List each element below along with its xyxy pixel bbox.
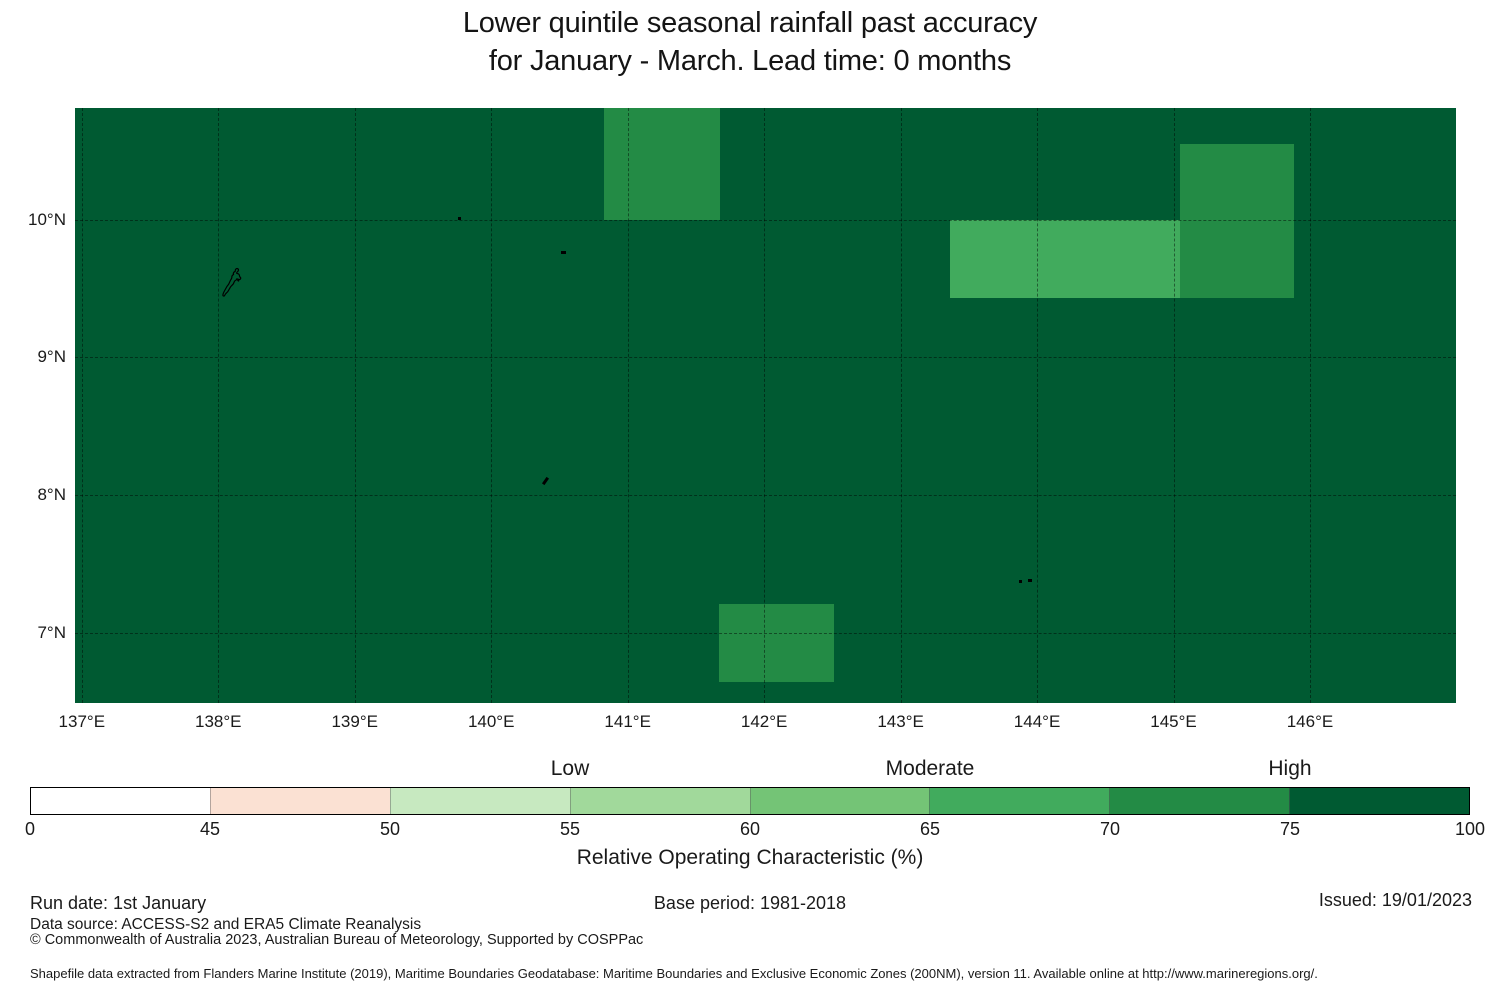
base-period-text: Base period: 1981-2018 <box>653 893 847 913</box>
colorbar-tick-label: 100 <box>1454 819 1486 839</box>
colorbar-tick-label: 70 <box>1099 819 1121 839</box>
colorbar-tick-label: 75 <box>1279 819 1301 839</box>
roc-region-70-75 <box>719 603 834 683</box>
meridian-gridline <box>1173 108 1175 703</box>
colorbar-segment-70-75 <box>1109 788 1290 814</box>
parallel-gridline <box>75 357 1456 359</box>
meridian-gridline <box>1037 108 1039 703</box>
parallel-gridline <box>75 632 1456 634</box>
colorbar <box>30 787 1470 815</box>
colorbar-tick-label: 60 <box>739 819 761 839</box>
islet-north-1-island <box>458 216 462 220</box>
roc-region-65-70 <box>949 219 1181 299</box>
roc-region-70-75 <box>604 108 721 220</box>
colorbar-axis-label: Relative Operating Characteristic (%) <box>576 846 924 869</box>
x-tick-label: 140°E <box>467 712 515 731</box>
chart-title: Lower quintile seasonal rainfall past ac… <box>0 4 1500 80</box>
run-date-text: Run date: 1st January <box>30 893 207 913</box>
meridian-gridline <box>354 108 356 703</box>
colorbar-segment-65-70 <box>929 788 1110 814</box>
y-tick-label: 10°N <box>28 209 66 229</box>
islet-south-1-island <box>1019 580 1023 584</box>
meridian-gridline <box>1309 108 1311 703</box>
x-tick-label: 137°E <box>58 712 106 731</box>
x-tick-label: 146°E <box>1286 712 1334 731</box>
y-tick-label: 8°N <box>37 485 66 505</box>
chart-title-line-2: for January - March. Lead time: 0 months <box>488 45 1012 77</box>
colorbar-segment-45-50 <box>209 788 390 814</box>
map-panel <box>75 108 1456 703</box>
parallel-gridline <box>75 219 1456 221</box>
roc-region-70-75 <box>1180 143 1294 299</box>
copyright-text: © Commonwealth of Australia 2023, Austra… <box>30 932 644 948</box>
shapefile-note-text: Shapefile data extracted from Flanders M… <box>30 966 1318 981</box>
issued-date-text: Issued: 19/01/2023 <box>1318 890 1472 910</box>
colorbar-segment-75-100 <box>1289 788 1469 814</box>
meridian-gridline <box>764 108 766 703</box>
colorbar-segment-0-45 <box>31 788 210 814</box>
colorbar-tick-label: 65 <box>919 819 941 839</box>
x-tick-label: 145°E <box>1150 712 1197 731</box>
data-source-text: Data source: ACCESS-S2 and ERA5 Climate … <box>30 916 422 933</box>
meridian-gridline <box>900 108 902 703</box>
colorbar-category-label-high: High <box>1268 757 1312 780</box>
x-tick-label: 143°E <box>877 712 924 731</box>
y-tick-label: 7°N <box>37 622 66 642</box>
meridian-gridline <box>81 108 83 703</box>
colorbar-segment-50-55 <box>389 788 570 814</box>
islet-ngulu-island <box>560 251 566 255</box>
x-tick-label: 142°E <box>740 712 788 731</box>
islet-south-2-island <box>1027 579 1032 583</box>
colorbar-segment-60-65 <box>749 788 930 814</box>
y-tick-label: 9°N <box>37 347 66 367</box>
x-tick-label: 141°E <box>604 712 651 731</box>
x-tick-label: 138°E <box>195 712 242 731</box>
meridian-gridline <box>218 108 220 703</box>
chart-title-line-1: Lower quintile seasonal rainfall past ac… <box>462 7 1038 39</box>
meridian-gridline <box>627 108 629 703</box>
parallel-gridline <box>75 495 1456 497</box>
x-tick-label: 139°E <box>331 712 378 731</box>
colorbar-segment-55-60 <box>569 788 750 814</box>
meridian-gridline <box>491 108 493 703</box>
colorbar-tick-label: 0 <box>24 819 35 839</box>
islet-sonsorol-island <box>542 476 550 486</box>
colorbar-tick-label: 50 <box>379 819 401 839</box>
x-tick-label: 144°E <box>1013 712 1061 731</box>
palau-main-group-island-outline <box>218 266 248 306</box>
colorbar-tick-label: 55 <box>559 819 581 839</box>
colorbar-category-label-low: Low <box>550 757 590 780</box>
colorbar-category-label-moderate: Moderate <box>885 757 975 780</box>
colorbar-tick-label: 45 <box>199 819 221 839</box>
